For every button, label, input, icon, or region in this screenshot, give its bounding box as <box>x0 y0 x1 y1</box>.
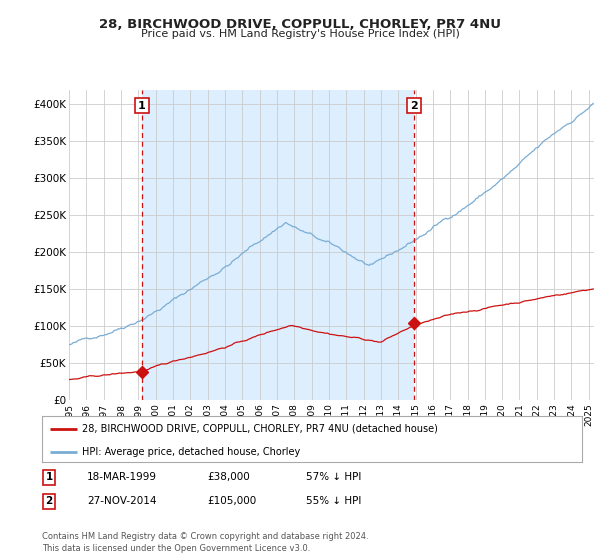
Text: 57% ↓ HPI: 57% ↓ HPI <box>306 472 361 482</box>
Text: Price paid vs. HM Land Registry's House Price Index (HPI): Price paid vs. HM Land Registry's House … <box>140 29 460 39</box>
Text: 28, BIRCHWOOD DRIVE, COPPULL, CHORLEY, PR7 4NU: 28, BIRCHWOOD DRIVE, COPPULL, CHORLEY, P… <box>99 18 501 31</box>
Text: 1: 1 <box>138 101 146 111</box>
Text: £38,000: £38,000 <box>207 472 250 482</box>
Text: 2: 2 <box>410 101 418 111</box>
Text: 18-MAR-1999: 18-MAR-1999 <box>87 472 157 482</box>
Text: Contains HM Land Registry data © Crown copyright and database right 2024.
This d: Contains HM Land Registry data © Crown c… <box>42 533 368 553</box>
Text: £105,000: £105,000 <box>207 496 256 506</box>
Text: 55% ↓ HPI: 55% ↓ HPI <box>306 496 361 506</box>
Text: HPI: Average price, detached house, Chorley: HPI: Average price, detached house, Chor… <box>83 447 301 457</box>
Bar <box>142 90 414 400</box>
Text: 2: 2 <box>46 496 53 506</box>
Text: 28, BIRCHWOOD DRIVE, COPPULL, CHORLEY, PR7 4NU (detached house): 28, BIRCHWOOD DRIVE, COPPULL, CHORLEY, P… <box>83 424 439 434</box>
Text: 27-NOV-2014: 27-NOV-2014 <box>87 496 157 506</box>
Text: 1: 1 <box>46 472 53 482</box>
